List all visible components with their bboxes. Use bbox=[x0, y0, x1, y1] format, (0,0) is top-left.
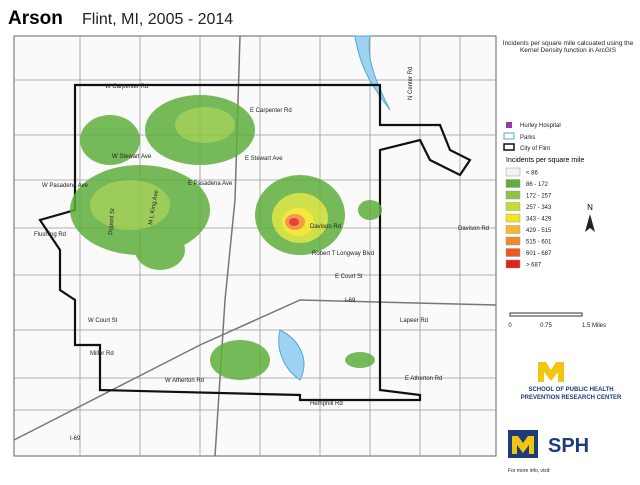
legend-swatch bbox=[505, 225, 521, 234]
logos: SCHOOL OF PUBLIC HEALTH PREVENTION RESEA… bbox=[508, 362, 622, 474]
legend-class-label: 257 - 343 bbox=[526, 205, 552, 211]
density bbox=[70, 95, 382, 380]
scale-label: 0 bbox=[508, 323, 512, 329]
legend-class-label: 172 - 257 bbox=[526, 194, 552, 200]
street-label: W Stewart Ave bbox=[112, 154, 152, 160]
street-label: Flushing Rd bbox=[34, 232, 66, 238]
scale-label: 1.5 Miles bbox=[582, 323, 606, 329]
legend-feature: City of Flint bbox=[520, 146, 550, 152]
legend-heading: Incidents per square mile bbox=[506, 157, 584, 164]
logo-center: PREVENTION RESEARCH CENTER bbox=[521, 395, 622, 401]
legend-swatch bbox=[505, 167, 521, 177]
hospital-swatch bbox=[506, 122, 512, 128]
city-boundary bbox=[38, 83, 472, 402]
legend-swatch bbox=[505, 202, 521, 211]
logo-school: SCHOOL OF PUBLIC HEALTH bbox=[528, 387, 613, 393]
legend-class-label: 515 - 601 bbox=[526, 240, 552, 246]
legend-swatch bbox=[505, 259, 521, 269]
legend-swatch bbox=[505, 236, 521, 246]
legend-swatch bbox=[505, 179, 521, 188]
street-label: N Center Rd bbox=[408, 67, 414, 100]
legend-note-box: Incidents per square mile calcuated usin… bbox=[502, 40, 634, 54]
street-label: E Atherton Rd bbox=[405, 376, 442, 382]
street-label: W Pasadena Ave bbox=[42, 183, 89, 189]
street-label: W Court St bbox=[88, 318, 118, 324]
legend-swatch bbox=[505, 190, 521, 200]
legend-note: Incidents per square mile calcuated usin… bbox=[502, 40, 634, 54]
city-swatch bbox=[503, 143, 515, 151]
street-label: I-69 bbox=[345, 298, 356, 304]
sph-m bbox=[512, 436, 534, 454]
legend-class-label: 429 - 515 bbox=[526, 228, 552, 234]
street-label: E Court St bbox=[335, 274, 363, 280]
parks-swatch bbox=[503, 132, 515, 140]
water bbox=[278, 35, 391, 381]
street-label: I-69 bbox=[70, 436, 81, 442]
map: W Carpenter Rd E Carpenter Rd W Stewart … bbox=[13, 35, 497, 457]
legend-swatch bbox=[505, 248, 521, 257]
legend-swatch bbox=[505, 213, 521, 223]
footer: For more info, visit: bbox=[508, 468, 551, 474]
legend-class-label: 601 - 687 bbox=[526, 251, 552, 257]
street-labels: W Carpenter Rd E Carpenter Rd W Stewart … bbox=[34, 67, 489, 442]
title: Arson bbox=[8, 8, 63, 29]
legend-feature: Hurley Hospital bbox=[520, 123, 561, 129]
legend-class-label: < 86 bbox=[526, 171, 539, 177]
legend-class-label: 86 - 172 bbox=[526, 182, 549, 188]
street-label: E Carpenter Rd bbox=[250, 108, 292, 114]
legend-classes: < 86 86 - 172 172 - 257 257 - 343 343 - 429 4… bbox=[505, 167, 552, 269]
street-label: Dupont St bbox=[108, 208, 116, 235]
north-label: N bbox=[587, 203, 593, 212]
street-label: W Carpenter Rd bbox=[105, 84, 148, 90]
map-frame bbox=[13, 35, 497, 457]
street-label: E Stewart Ave bbox=[245, 156, 283, 162]
street-label: Davison Rd bbox=[458, 226, 489, 232]
street-label: W Atherton Rd bbox=[165, 378, 204, 384]
street-label: Lapeer Rd bbox=[400, 318, 428, 324]
scale-label: 0.75 bbox=[540, 323, 552, 329]
roads bbox=[13, 35, 497, 457]
scale-bar bbox=[509, 312, 583, 317]
street-label: E Pasadena Ave bbox=[188, 181, 233, 187]
legend-feature: Parks bbox=[520, 135, 535, 141]
legend-class-label: 343 - 429 bbox=[526, 217, 552, 223]
street-label: Robert T Longway Blvd bbox=[312, 251, 374, 257]
north-arrow bbox=[585, 214, 595, 232]
legend-class-label: > 687 bbox=[526, 263, 542, 269]
sph-text: SPH bbox=[548, 435, 589, 457]
legend: Incidents per square mile calcuated usin… bbox=[502, 40, 634, 329]
subtitle: Flint, MI, 2005 - 2014 bbox=[82, 11, 233, 28]
m-logo bbox=[538, 362, 564, 382]
street-label: Davison Rd bbox=[310, 224, 341, 230]
street-label: Hemphill Rd bbox=[310, 401, 343, 407]
street-label: Miller Rd bbox=[90, 351, 114, 357]
